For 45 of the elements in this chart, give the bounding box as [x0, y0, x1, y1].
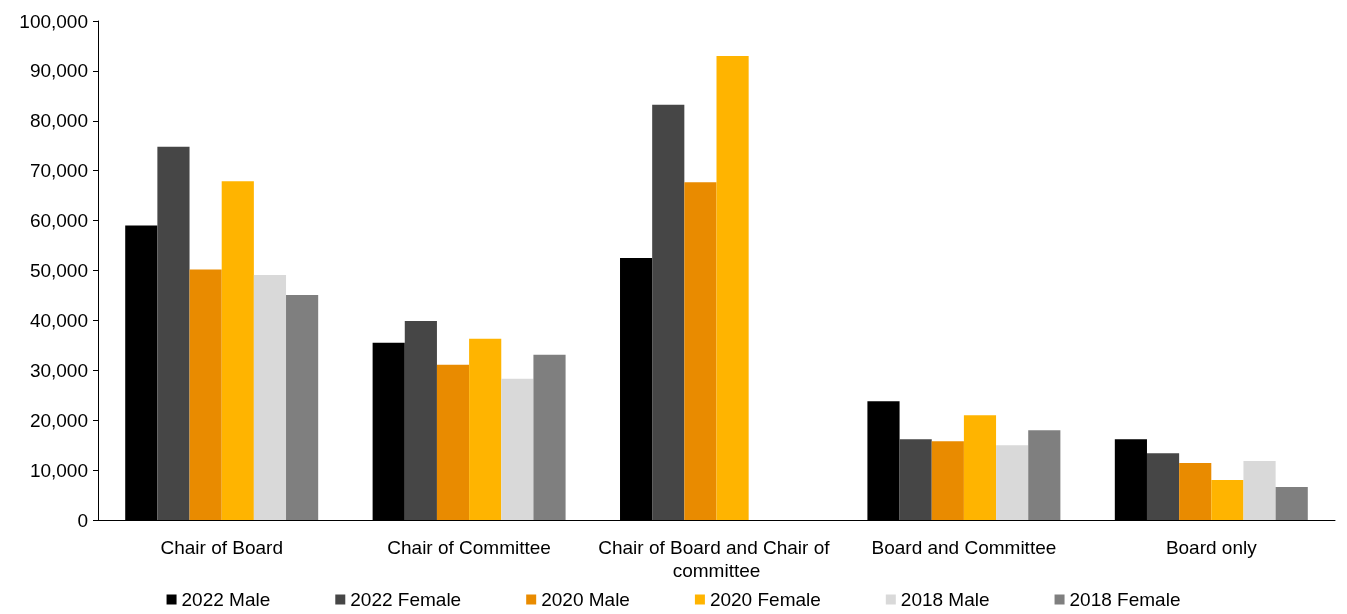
x-tick-label: Chair of Board — [160, 537, 283, 558]
legend-label: 2022 Female — [350, 589, 462, 610]
x-tick-label: Chair of Committee — [387, 537, 551, 558]
bar — [404, 320, 437, 520]
y-tick-label: 40,000 — [29, 309, 88, 331]
bar — [501, 378, 534, 520]
y-tick-label: 90,000 — [29, 60, 88, 82]
bar — [963, 415, 997, 520]
y-tick-label: 0 — [77, 509, 88, 531]
bar — [189, 269, 222, 520]
x-tick-label: Chair of Board and Chair of committee — [598, 537, 835, 581]
bar — [931, 441, 964, 520]
y-tick-label: 20,000 — [29, 409, 88, 431]
bar — [436, 364, 470, 520]
legend-label: 2020 Female — [709, 589, 821, 610]
bar — [1028, 430, 1061, 520]
bar — [1146, 453, 1180, 520]
y-tick-label: 70,000 — [29, 160, 88, 182]
x-tick-label: Board and Committee — [871, 537, 1057, 558]
bar — [684, 182, 717, 520]
bar — [1275, 487, 1308, 520]
bar — [1211, 480, 1244, 520]
x-tick-label: Board only — [1165, 537, 1258, 558]
bar — [157, 146, 190, 520]
bar — [469, 338, 502, 520]
y-tick-label: 30,000 — [29, 359, 88, 381]
y-tick-label: 100,000 — [19, 10, 88, 32]
bar — [533, 354, 566, 520]
y-tick-label: 10,000 — [29, 459, 88, 481]
bar — [286, 294, 319, 520]
y-tick-label: 80,000 — [29, 110, 88, 132]
bar — [652, 104, 685, 520]
legend-label: 2020 Male — [541, 589, 630, 610]
legend-label: 2022 Male — [181, 589, 271, 610]
legend-label: 2018 Female — [1069, 589, 1181, 610]
bar — [899, 439, 932, 520]
legend-label: 2018 Male — [900, 589, 990, 610]
bar — [1243, 461, 1276, 520]
y-tick-label: 60,000 — [29, 210, 88, 232]
bar — [996, 445, 1029, 520]
bar — [1179, 463, 1212, 520]
y-tick-label: 50,000 — [29, 260, 88, 281]
bar — [221, 181, 254, 520]
bar — [716, 55, 749, 520]
bar — [253, 274, 287, 520]
